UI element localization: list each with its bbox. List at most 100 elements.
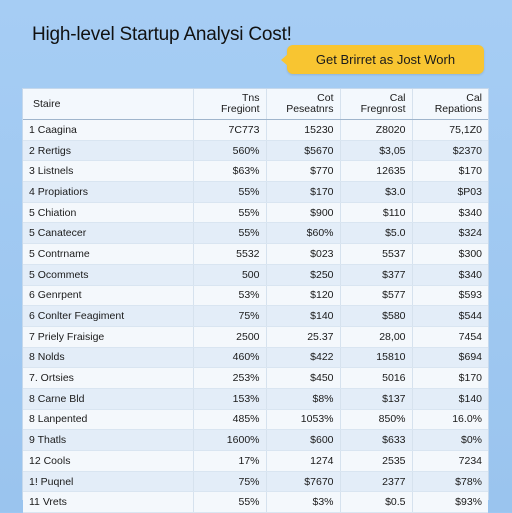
row-label: 4 Propiatiors <box>23 181 193 203</box>
row-label: 7 Priely Fraisige <box>23 326 193 348</box>
cell-value: $250 <box>265 264 340 286</box>
get-report-button[interactable]: Get Brirret as Jost Worh <box>281 45 484 74</box>
cell-value: 5016 <box>339 367 412 389</box>
table-row: 3 Listnels $63% $770 12635 $170 <box>23 160 488 183</box>
cell-value: 1274 <box>265 450 340 472</box>
cell-value: $324 <box>411 222 488 245</box>
row-label: 8 Nolds <box>23 347 193 369</box>
cell-value: $770 <box>265 160 340 183</box>
cost-table-card: Staire Tns Fregiont Cot Peseatnrs Cal Fregnros… <box>22 88 489 513</box>
table-row: 9 Thatls 1600% $600 $633 $0% <box>23 429 488 451</box>
cell-value: $170 <box>411 367 488 389</box>
cell-value: $170 <box>411 160 488 183</box>
cell-value: $2370 <box>411 140 488 162</box>
cell-value: $900 <box>265 202 340 224</box>
row-label: 5 Chiation <box>23 202 193 224</box>
cell-value: $340 <box>411 264 488 286</box>
cell-value: 28,00 <box>339 326 412 348</box>
cell-value: 17% <box>192 450 266 472</box>
table-row: 5 Contrname 5532 $023 5537 $300 <box>23 243 488 265</box>
cell-value: $377 <box>339 264 412 286</box>
cell-value: $140 <box>265 305 340 327</box>
table-row: 12 Cools 17% 1274 2535 7234 <box>23 450 488 472</box>
cell-value: $3,05 <box>339 140 412 162</box>
table-row: 5 Canatecer 55% $60% $5.0 $324 <box>23 222 488 245</box>
cell-value: 253% <box>192 367 266 389</box>
cell-value: $P03 <box>411 181 488 203</box>
table-row: 7 Priely Fraisige 2500 25.37 28,00 7454 <box>23 326 488 348</box>
cell-value: 485% <box>192 409 266 431</box>
cell-value: 55% <box>192 202 266 224</box>
cell-value: $300 <box>411 243 488 265</box>
cell-value: 16.0% <box>411 409 488 431</box>
table-row: 5 Chiation 55% $900 $110 $340 <box>23 202 488 224</box>
row-label: 3 Listnels <box>23 160 193 183</box>
cell-value: $120 <box>265 285 340 307</box>
table-body: 1 Caagina 7C773 15230 Z8020 75,1Z0 2 Rertigs 5… <box>23 119 488 513</box>
cell-value: 2377 <box>339 471 412 493</box>
row-label: 2 Rertigs <box>23 140 193 162</box>
row-label: 11 Vrets <box>23 491 193 513</box>
column-header: Staire <box>23 89 193 120</box>
cell-value: $0% <box>411 429 488 451</box>
cell-value: $137 <box>339 388 412 410</box>
cell-value: 7C773 <box>192 119 266 141</box>
row-label: 1 Caagina <box>23 119 193 141</box>
cell-value: 5532 <box>192 243 266 265</box>
column-header: Cal Repations <box>411 89 488 120</box>
cost-table: Staire Tns Fregiont Cot Peseatnrs Cal Fregnros… <box>23 89 488 513</box>
cell-value: $600 <box>265 429 340 451</box>
cell-value: 7234 <box>411 450 488 472</box>
cell-value: $60% <box>265 222 340 245</box>
cell-value: 460% <box>192 347 266 369</box>
row-label: 8 Lanpented <box>23 409 193 431</box>
cell-value: $593 <box>411 285 488 307</box>
cell-value: $8% <box>265 388 340 410</box>
cell-value: 1600% <box>192 429 266 451</box>
table-row: 8 Lanpented 485% 1053% 850% 16.0% <box>23 409 488 431</box>
cell-value: 15230 <box>265 119 340 141</box>
cell-value: $694 <box>411 347 488 369</box>
table-row: 1! Puqnel 75% $7670 2377 $78% <box>23 471 488 493</box>
cell-value: $422 <box>265 347 340 369</box>
row-label: 7. Ortsies <box>23 367 193 389</box>
cell-value: $3.0 <box>339 181 412 203</box>
cell-value: 55% <box>192 181 266 203</box>
row-label: 6 Genrpent <box>23 285 193 307</box>
table-row: 6 Genrpent 53% $120 $577 $593 <box>23 285 488 307</box>
row-label: 1! Puqnel <box>23 471 193 493</box>
cell-value: 75% <box>192 471 266 493</box>
row-label: 12 Cools <box>23 450 193 472</box>
table-row: 8 Nolds 460% $422 15810 $694 <box>23 347 488 369</box>
cell-value: 75% <box>192 305 266 327</box>
column-header: Tns Fregiont <box>192 89 266 120</box>
cell-value: 12635 <box>339 160 412 183</box>
cell-value: $3% <box>265 491 340 513</box>
row-label: 5 Canatecer <box>23 222 193 245</box>
table-row: 11 Vrets 55% $3% $0.5 $93% <box>23 491 488 513</box>
cell-value: 53% <box>192 285 266 307</box>
table-header-row: Staire Tns Fregiont Cot Peseatnrs Cal Fregnros… <box>23 89 488 120</box>
column-header: Cal Fregnrost <box>339 89 412 120</box>
page-title: High-level Startup Analysi Cost! <box>32 24 292 45</box>
cell-value: 55% <box>192 222 266 245</box>
cell-value: $580 <box>339 305 412 327</box>
table-row: 2 Rertigs 560% $5670 $3,05 $2370 <box>23 140 488 162</box>
cell-value: $577 <box>339 285 412 307</box>
cell-value: 850% <box>339 409 412 431</box>
row-label: 6 Conlter Feagiment <box>23 305 193 327</box>
row-label: 8 Carne Bld <box>23 388 193 410</box>
table-row: 1 Caagina 7C773 15230 Z8020 75,1Z0 <box>23 119 488 141</box>
cell-value: 5537 <box>339 243 412 265</box>
cell-value: $78% <box>411 471 488 493</box>
row-label: 9 Thatls <box>23 429 193 451</box>
cell-value: $633 <box>339 429 412 451</box>
cell-value: $7670 <box>265 471 340 493</box>
cell-value: 15810 <box>339 347 412 369</box>
cell-value: $023 <box>265 243 340 265</box>
cell-value: 500 <box>192 264 266 286</box>
cell-value: $140 <box>411 388 488 410</box>
cell-value: 55% <box>192 491 266 513</box>
cell-value: Z8020 <box>339 119 412 141</box>
